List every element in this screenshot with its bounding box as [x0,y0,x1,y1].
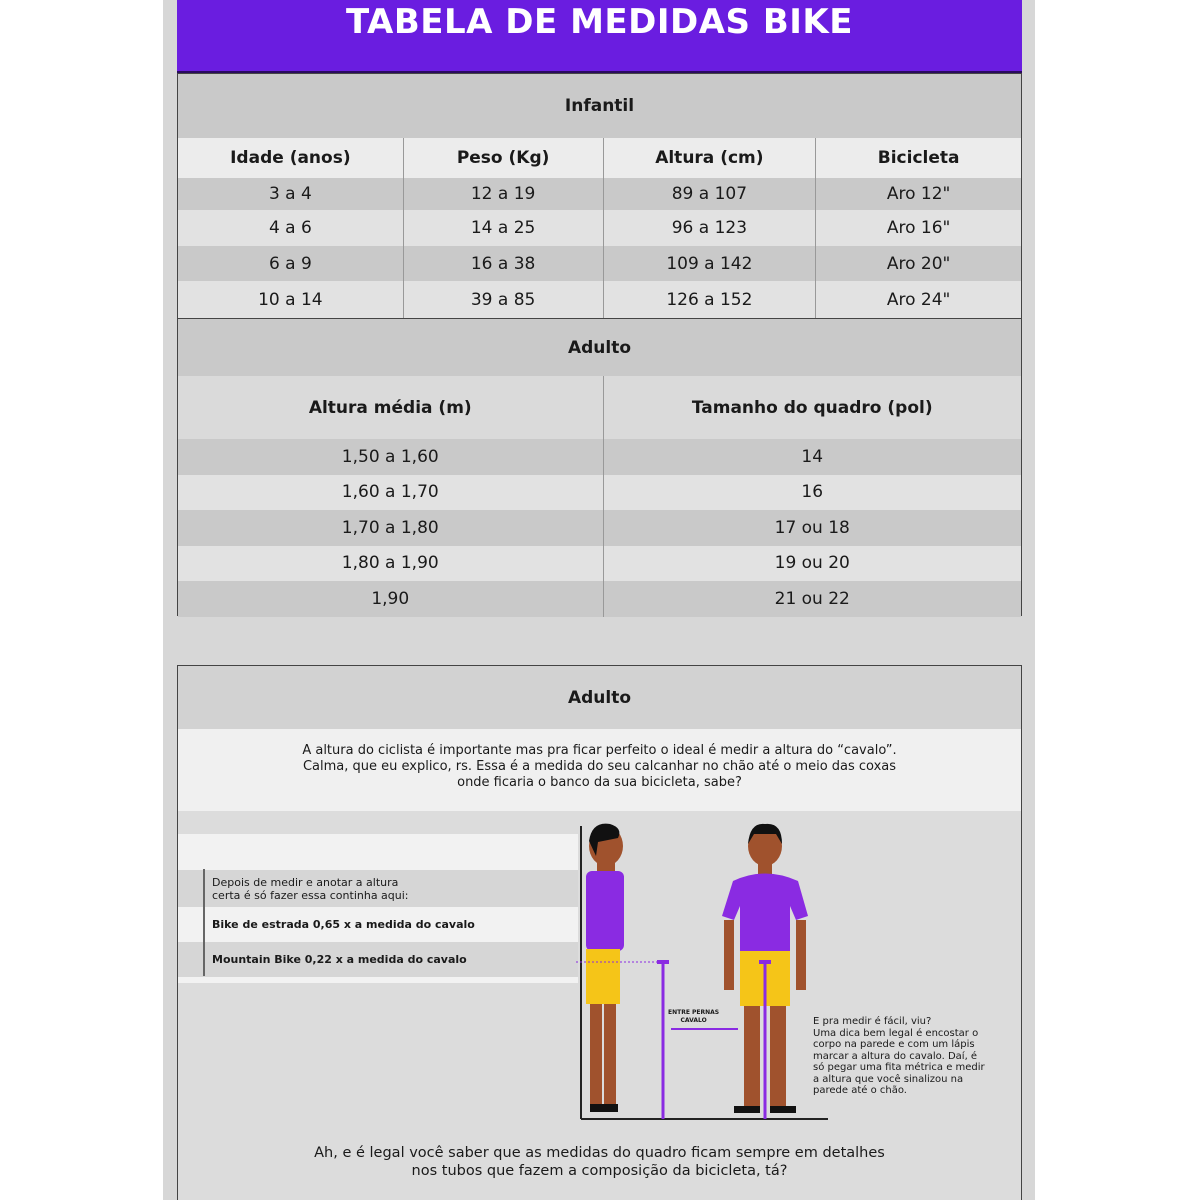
table-cell: 6 a 9 [178,246,404,281]
table-cell: 96 a 123 [604,210,817,246]
page-title: TABELA DE MEDIDAS BIKE [177,0,1022,73]
infantil-title: Infantil [178,74,1021,138]
steps-line: Depois de medir e anotar a altura [212,875,399,889]
table-cell: 10 a 14 [178,281,404,318]
table-cell: 109 a 142 [604,246,817,281]
intro-line: onde ficaria o banco da sua bicicleta, s… [457,775,742,790]
table-cell: 1,50 a 1,60 [178,439,604,475]
intro-line: A altura do ciclista é importante mas pr… [302,743,897,758]
infantil-row: 4 a 6 14 a 25 96 a 123 Aro 16" [178,210,1021,246]
col-tamanho-quadro: Tamanho do quadro (pol) [691,397,933,418]
table-cell: 21 ou 22 [774,588,850,609]
footer-line: Ah, e é legal você saber que as medidas … [314,1145,885,1161]
col-peso: Peso (Kg) [404,138,604,178]
table-cell: 16 a 38 [404,246,604,281]
tip-line: marcar a altura do cavalo. Daí, é [813,1050,978,1062]
guide-section: Adulto A altura do ciclista é importante… [177,665,1022,1200]
footer-note: Ah, e é legal você saber que as medidas … [178,1144,1021,1180]
table-cell: 19 ou 20 [774,553,850,574]
col-bicicleta: Bicicleta [877,148,960,168]
guide-title: Adulto [178,666,1021,729]
tip-line: parede até o chão. [813,1085,907,1096]
table-cell: 1,80 a 1,90 [178,545,604,581]
adulto-header-row: Altura média (m) Tamanho do quadro (pol) [178,376,1021,439]
infantil-row: 6 a 9 16 a 38 109 a 142 Aro 20" [178,246,1021,281]
label-line: ENTRE PERNAS [668,1009,720,1016]
table-cell: Aro 12" [886,184,951,204]
table-cell: 17 ou 18 [774,517,850,538]
crotch-label: ENTRE PERNAS CAVALO [668,1009,719,1025]
stripe [178,977,578,983]
table-cell: 3 a 4 [178,178,404,210]
table-cell: 89 a 107 [604,178,817,210]
table-cell: Aro 24" [886,289,951,310]
table-cell: 16 [801,482,824,503]
adulto-row: 1,50 a 1,60 14 [178,439,1021,475]
table-cell: 126 a 152 [604,281,817,318]
adulto-row: 1,60 a 1,70 16 [178,474,1021,510]
table-cell: 39 a 85 [404,281,604,318]
table-cell: Aro 16" [886,218,951,238]
tip-line: a altura que você sinalizou na [813,1073,964,1085]
side-figure [576,823,669,1119]
table-cell: 14 [801,446,824,467]
adulto-row: 1,70 a 1,80 17 ou 18 [178,510,1021,546]
table-cell: 12 a 19 [404,178,604,210]
steps-line: certa é só fazer essa continha aqui: [212,888,409,902]
table-cell: 1,60 a 1,70 [178,474,604,510]
tip-line: corpo na parede e com um lápis [813,1039,975,1050]
infantil-row: 3 a 4 12 a 19 89 a 107 Aro 12" [178,178,1021,210]
adulto-row: 1,90 21 ou 22 [178,581,1021,617]
size-table: Infantil Idade (anos) Peso (Kg) Altura (… [177,73,1022,617]
road-bike-formula: Bike de estrada 0,65 x a medida do caval… [178,907,578,942]
tip-line: E pra medir é fácil, viu? [813,1016,932,1027]
intro-line: Calma, que eu explico, rs. Essa é a medi… [302,759,897,774]
table-cell: Aro 20" [886,253,951,274]
tip-line: só pegar uma fita métrica e medir [813,1062,985,1073]
front-figure [671,823,808,1119]
tip-line: Uma dica bem legal é encostar o [813,1027,979,1039]
table-cell: 14 a 25 [404,210,604,246]
col-altura-media: Altura média (m) [178,376,604,439]
measurement-illustration [576,823,828,1120]
label-line: CAVALO [680,1017,707,1024]
steps-intro: Depois de medir e anotar a altura certa … [178,870,578,907]
mtb-formula: Mountain Bike 0,22 x a medida do cavalo [178,942,578,977]
infantil-row: 10 a 14 39 a 85 126 a 152 Aro 24" [178,281,1021,318]
table-cell: 1,70 a 1,80 [178,510,604,546]
stripe [178,834,578,870]
table-cell: 1,90 [178,581,604,617]
adulto-title: Adulto [178,318,1021,376]
footer-line: nos tubos que fazem a composição da bici… [411,1163,788,1179]
col-altura: Altura (cm) [604,138,817,178]
adulto-row: 1,80 a 1,90 19 ou 20 [178,545,1021,581]
table-cell: 4 a 6 [178,210,404,246]
measure-tip: E pra medir é fácil, viu? Uma dica bem l… [813,1016,1013,1097]
guide-intro: A altura do ciclista é importante mas pr… [178,729,1021,811]
infantil-header-row: Idade (anos) Peso (Kg) Altura (cm) Bicic… [178,138,1021,178]
col-idade: Idade (anos) [178,138,404,178]
divider [203,869,205,976]
